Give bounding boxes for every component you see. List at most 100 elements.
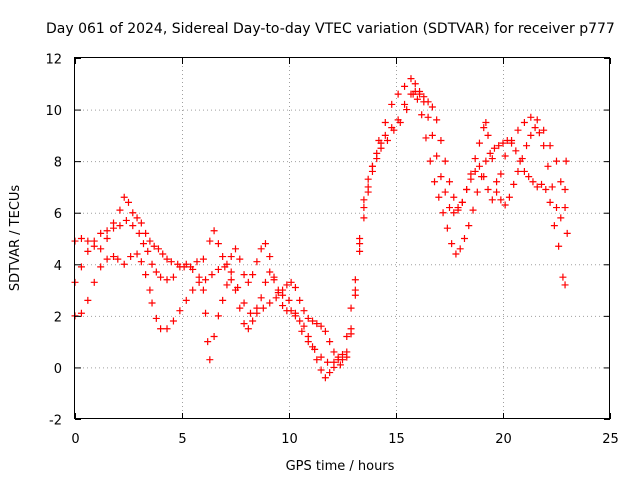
data-point bbox=[495, 142, 503, 150]
data-point bbox=[125, 198, 132, 206]
data-point bbox=[180, 263, 188, 271]
data-point bbox=[240, 299, 248, 307]
data-point bbox=[493, 178, 501, 186]
data-point bbox=[246, 309, 254, 317]
data-point bbox=[283, 281, 291, 289]
data-point bbox=[562, 157, 570, 165]
data-point bbox=[535, 129, 543, 137]
data-point bbox=[219, 296, 227, 304]
data-point bbox=[486, 149, 494, 157]
data-point bbox=[159, 250, 167, 258]
data-point bbox=[435, 193, 443, 201]
data-point bbox=[446, 204, 453, 212]
data-point bbox=[356, 235, 364, 242]
data-point bbox=[475, 162, 483, 170]
data-point bbox=[531, 124, 539, 132]
data-point bbox=[452, 250, 460, 258]
data-point bbox=[488, 155, 496, 163]
data-point bbox=[227, 268, 235, 276]
data-point bbox=[176, 307, 184, 315]
data-point bbox=[300, 307, 308, 315]
data-point bbox=[202, 276, 210, 284]
data-point bbox=[482, 118, 490, 126]
data-point bbox=[206, 356, 214, 364]
data-point bbox=[148, 299, 156, 307]
data-point bbox=[150, 242, 158, 250]
data-point bbox=[236, 304, 244, 312]
data-point bbox=[139, 240, 147, 248]
data-point bbox=[142, 229, 150, 237]
data-point bbox=[512, 147, 520, 155]
data-point bbox=[272, 294, 280, 302]
data-point bbox=[505, 193, 513, 201]
data-point bbox=[157, 273, 165, 281]
data-point bbox=[448, 240, 456, 248]
data-point bbox=[317, 322, 325, 330]
y-tick-label: 0 bbox=[54, 362, 62, 377]
data-point bbox=[279, 286, 287, 294]
data-point bbox=[443, 224, 451, 232]
data-point bbox=[546, 198, 554, 206]
series-track-c bbox=[71, 88, 570, 364]
data-point bbox=[433, 116, 441, 124]
data-point bbox=[240, 320, 248, 328]
data-point bbox=[563, 229, 571, 237]
data-point bbox=[482, 157, 490, 165]
data-point bbox=[287, 278, 295, 286]
data-point bbox=[163, 255, 171, 263]
x-tick-label: 20 bbox=[495, 432, 512, 447]
x-tick-label: 10 bbox=[281, 432, 298, 447]
y-tick-label: 12 bbox=[45, 53, 62, 68]
data-point bbox=[407, 75, 415, 83]
chart-title: Day 061 of 2024, Sidereal Day-to-day VTE… bbox=[46, 21, 615, 37]
data-point bbox=[467, 170, 475, 178]
data-point bbox=[182, 296, 190, 304]
data-point bbox=[388, 124, 396, 132]
data-point bbox=[347, 304, 355, 312]
data-point bbox=[266, 268, 274, 276]
data-point bbox=[311, 345, 319, 353]
data-point bbox=[456, 245, 464, 253]
data-point bbox=[204, 338, 212, 346]
data-point bbox=[90, 242, 98, 250]
data-point bbox=[480, 173, 488, 181]
data-point bbox=[291, 309, 299, 317]
data-point bbox=[210, 227, 218, 235]
data-point bbox=[368, 162, 376, 170]
data-point bbox=[199, 255, 207, 263]
data-point bbox=[488, 196, 496, 204]
data-point bbox=[540, 126, 548, 134]
data-point bbox=[520, 167, 528, 175]
data-point bbox=[343, 332, 351, 340]
y-tick-label: 2 bbox=[54, 310, 62, 325]
data-point bbox=[261, 278, 269, 286]
data-point bbox=[154, 245, 162, 253]
data-point bbox=[270, 273, 278, 281]
x-axis-label: GPS time / hours bbox=[286, 459, 395, 474]
data-point bbox=[533, 116, 541, 124]
data-point bbox=[401, 82, 409, 90]
data-point bbox=[236, 255, 244, 263]
data-point bbox=[388, 100, 396, 108]
data-point bbox=[525, 173, 533, 181]
plot-frame bbox=[74, 57, 610, 419]
data-point bbox=[411, 80, 419, 88]
data-point bbox=[174, 260, 182, 268]
data-point bbox=[84, 296, 92, 304]
x-tick-label: 0 bbox=[71, 432, 79, 447]
data-point bbox=[214, 312, 222, 320]
data-point bbox=[77, 263, 85, 271]
data-point bbox=[336, 361, 344, 369]
data-point bbox=[433, 152, 441, 160]
data-point bbox=[296, 296, 304, 304]
data-point bbox=[133, 250, 141, 258]
data-point bbox=[77, 235, 85, 242]
data-point bbox=[501, 152, 509, 160]
data-point bbox=[540, 142, 548, 150]
data-point bbox=[208, 271, 216, 279]
data-point bbox=[514, 167, 522, 175]
data-point bbox=[356, 247, 364, 255]
data-point bbox=[116, 222, 124, 230]
data-point bbox=[84, 237, 92, 245]
data-point bbox=[424, 113, 432, 121]
